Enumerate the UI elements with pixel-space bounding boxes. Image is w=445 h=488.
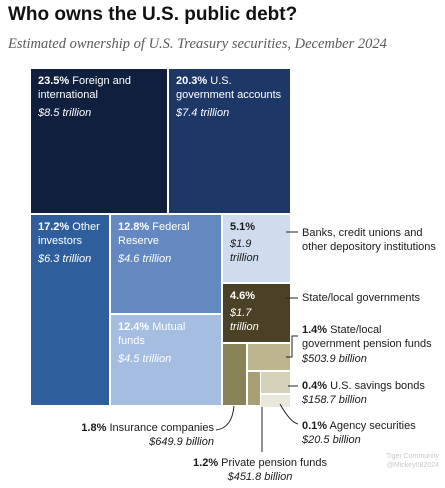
tile-federal-reserve: 12.8% Federal Reserve $4.6 trillion [110,214,222,314]
watermark-line2: @Mickey082024 [386,461,439,469]
callout-us-savings-bonds: 0.4% U.S. savings bonds $158.7 billion [302,379,425,408]
tile-insurance-companies [222,343,247,406]
tile-value: $1.9 trillion [230,238,283,266]
tile-pct: 17.2% [38,221,70,233]
tile-pct: 23.5% [38,75,70,87]
callout-agency-securities: 0.1% Agency securities $20.5 billion [302,419,416,448]
callout-value: $503.9 billion [302,352,367,365]
callout-label: State/local [330,324,382,336]
tile-agency-securities [260,394,291,408]
callout-pct: 0.1% [302,420,328,432]
chart-subtitle: Estimated ownership of U.S. Treasury sec… [8,36,387,52]
tile-label: Mutual funds [118,321,186,347]
watermark-line1: Tiger Community [385,452,439,460]
callout-label: Banks, credit unions and other depositor… [302,227,436,254]
tile-pct: 5.1% [230,221,256,233]
tile-pct: 12.8% [118,221,150,233]
tile-label: U.S. government accounts [176,75,282,101]
tile-value-unit: trillion [230,320,259,333]
callout-pct: 1.4% [302,324,328,336]
tile-value: $1.7 trillion [230,307,283,335]
callout-label: Insurance companies [109,422,214,434]
tile-value: $6.3 trillion [38,252,92,265]
tile-mutual-funds: 12.4% Mutual funds $4.5 trillion [110,314,222,406]
tile-value: $8.5 trillion [38,106,92,119]
tile-banks: 5.1% $1.9 trillion [222,214,291,283]
callout-state-local-pension-funds: 1.4% State/local government pension fund… [302,323,432,366]
tile-other-investors: 17.2% Other investors $6.3 trillion [30,214,110,406]
tile-value: $4.5 trillion [118,352,172,365]
tile-us-government-accounts: 20.3% U.S. government accounts $7.4 tril… [168,68,291,214]
callout-label: State/local governments [302,292,421,304]
callout-value: $451.8 billion [227,471,293,484]
tile-value-unit: trillion [230,251,259,264]
tile-value-amount: $1.7 [230,306,252,319]
tile-value-amount: $1.9 [230,237,252,250]
tile-foreign-international: 23.5% Foreign and international $8.5 tri… [30,68,168,214]
callout-private-pension-funds: 1.2% Private pension funds $451.8 billio… [190,456,330,485]
callout-value: $20.5 billion [302,434,361,447]
tile-pct: 12.4% [118,321,150,333]
tile-us-savings-bonds [260,371,291,394]
tile-label: Other investors [38,221,100,247]
tile-pct: 4.6% [230,290,256,302]
callout-banks: Banks, credit unions and other depositor… [302,226,442,255]
callout-pct: 1.8% [81,422,107,434]
callout-insurance-companies: 1.8% Insurance companies $649.9 billion [74,421,214,450]
tile-label: Foreign and international [38,75,131,101]
callout-value: $158.7 billion [302,394,367,407]
tile-label: Federal Reserve [118,221,190,247]
leader-insurance [215,405,235,431]
callout-label: Agency securities [329,420,416,432]
tile-state-local-pension-funds [247,343,291,371]
tile-state-local-governments: 4.6% $1.7 trillion [222,283,291,343]
callout-state-local-governments: State/local governments [302,291,420,305]
callout-value: $649.9 billion [149,436,214,449]
tile-value: $7.4 trillion [176,106,230,119]
watermark: Tiger Community @Mickey082024 [386,452,439,470]
callout-label-line2: government pension funds [302,338,432,351]
tile-pct: 20.3% [176,75,208,87]
callout-pct: 1.2% [193,457,219,469]
tile-value: $4.6 trillion [118,252,172,265]
callout-label: Private pension funds [221,457,327,469]
callout-label: U.S. savings bonds [330,380,425,392]
callout-pct: 0.4% [302,380,328,392]
chart-title: Who owns the U.S. public debt? [8,4,298,25]
